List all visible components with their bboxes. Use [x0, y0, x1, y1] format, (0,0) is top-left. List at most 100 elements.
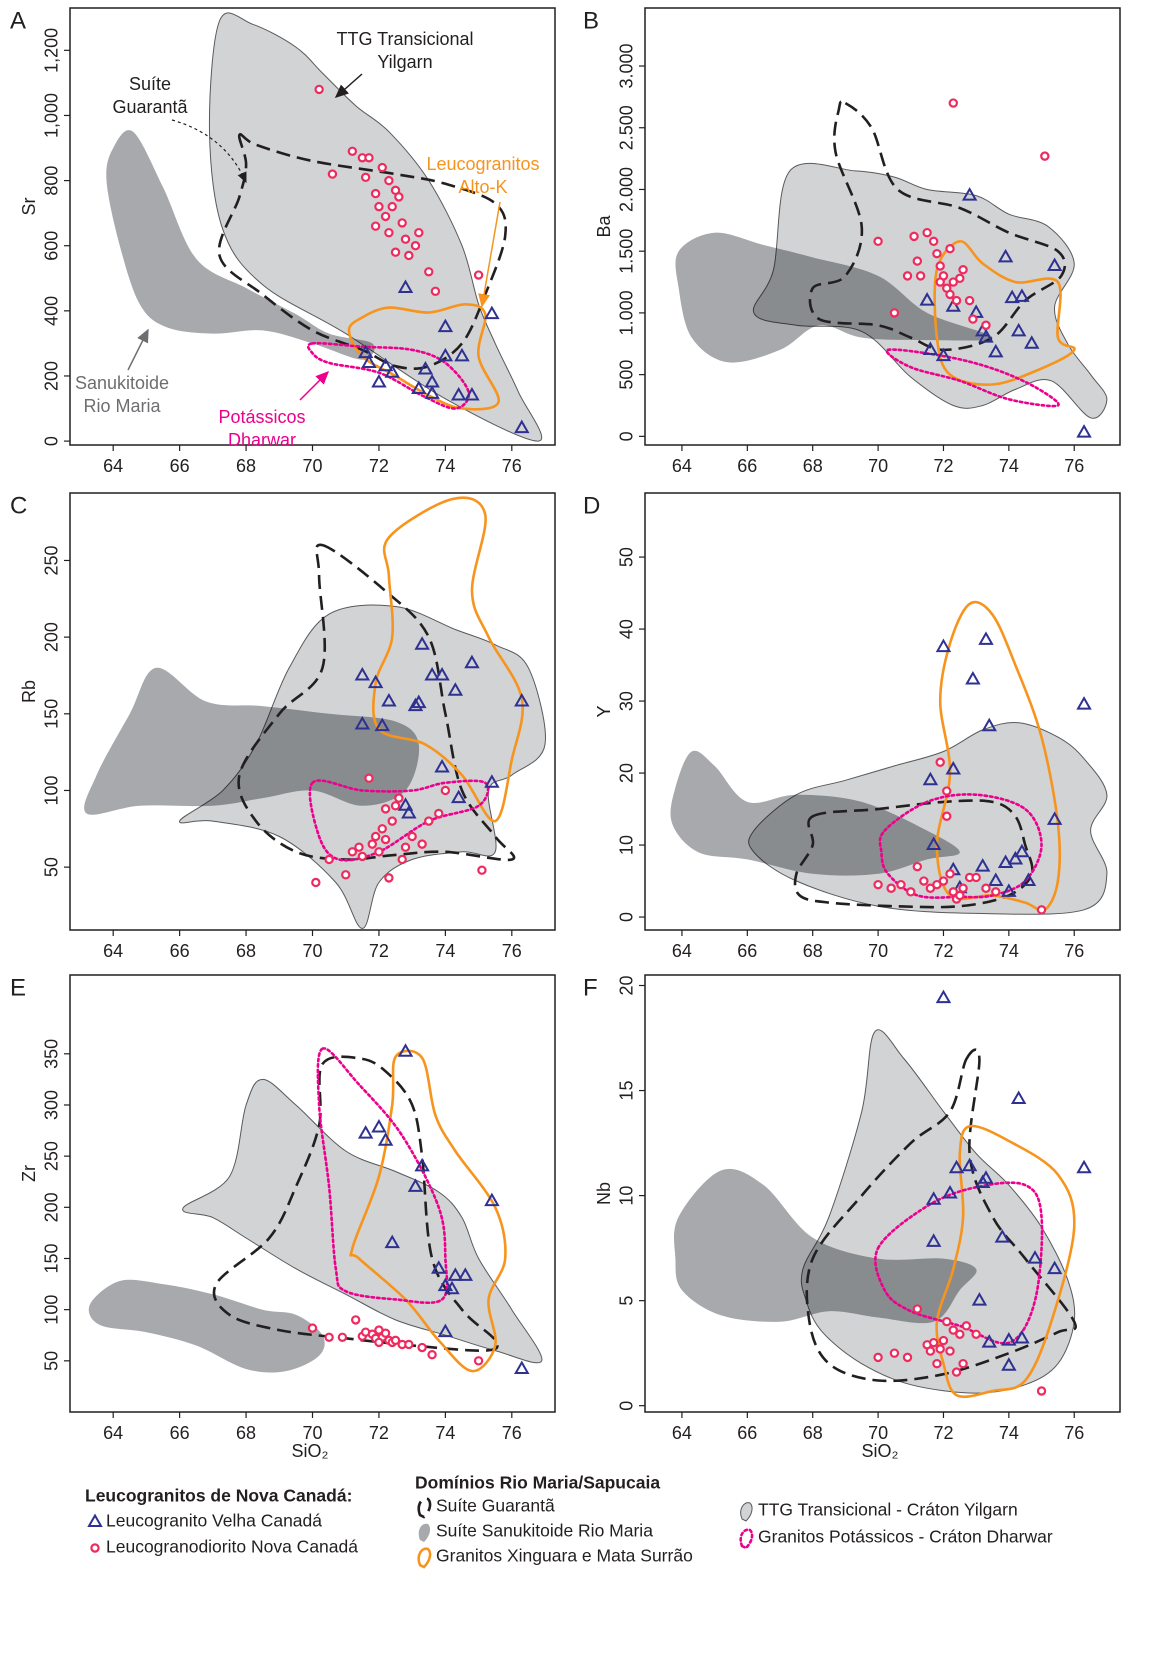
triangle-marker [354, 666, 371, 681]
y-axis-title: Ba [594, 215, 614, 238]
circle-marker [311, 877, 321, 888]
triangle-marker [514, 1360, 530, 1375]
triangle-marker [450, 386, 467, 401]
circle-marker [360, 172, 371, 183]
triangle-marker [514, 693, 530, 707]
circle-marker [889, 1348, 900, 1358]
circle-marker [961, 1321, 972, 1331]
triangle-marker [484, 305, 500, 320]
x-tick-label: 64 [672, 1423, 692, 1443]
triangle-marker [354, 716, 371, 730]
circle-marker [896, 879, 906, 890]
x-tick-label: 70 [868, 941, 888, 961]
arrow [299, 370, 330, 401]
x-tick-label: 72 [369, 456, 389, 476]
x-tick-label: 66 [737, 941, 757, 961]
circle-marker [873, 1352, 883, 1363]
legend-label: Leucogranito Velha Canadá [106, 1511, 322, 1531]
circle-marker [424, 267, 434, 277]
panel: 64 66 68 70 72 74 76 0 500 1.000 1.500 2.000 2.500 3.… [583, 7, 1121, 476]
x-tick-label: 74 [435, 1423, 455, 1443]
triangle-marker [447, 682, 464, 696]
x-tick-label: 76 [1064, 1423, 1084, 1443]
circle-marker [427, 1349, 437, 1360]
y-tick-label: 1.000 [617, 290, 637, 335]
circle-marker [971, 872, 981, 883]
triangle-marker [371, 373, 387, 388]
triangle-marker [971, 1292, 988, 1306]
plot-frame [644, 492, 1121, 931]
circle-marker [915, 271, 926, 281]
x-tick-label: 76 [502, 1423, 522, 1443]
circle-marker [942, 811, 952, 821]
triangle-marker [1010, 322, 1027, 337]
circle-marker [955, 1329, 965, 1339]
triangle-marker [925, 836, 942, 851]
triangle-marker [948, 1159, 965, 1174]
circle-marker [971, 1329, 981, 1339]
panel-label: B [583, 7, 599, 34]
plot-frame [644, 7, 1121, 446]
triangle-marker [401, 804, 417, 819]
circle-marker [380, 834, 391, 845]
panel: 64 66 68 70 72 74 76 0 200 400 600 800 1,000 1,200 A Sr… [10, 7, 556, 476]
x-tick-label: 66 [170, 941, 190, 961]
x-tick-label: 70 [302, 1423, 322, 1443]
triangle-marker [361, 354, 377, 368]
triangle-marker [945, 760, 961, 775]
triangle-marker [434, 666, 450, 681]
triangle-marker [357, 344, 374, 359]
triangle-marker [514, 419, 530, 434]
x-tick-label: 64 [672, 941, 692, 961]
circle-marker [958, 1358, 968, 1369]
triangle-marker [945, 298, 961, 312]
y-tick-label: 50 [42, 857, 62, 877]
panel: 64 66 68 70 72 74 76 0 10 20 30 40 50 D Y [583, 492, 1121, 961]
triangle-marker [464, 386, 480, 401]
y-tick-label: 200 [42, 1192, 62, 1222]
y-tick-label: 350 [42, 1039, 62, 1069]
triangle-marker [1076, 424, 1092, 438]
circle-marker [90, 1543, 100, 1553]
y-tick-label: 2.000 [617, 167, 637, 212]
y-tick-label: 1.500 [617, 229, 637, 274]
triangle-marker [424, 666, 440, 681]
triangle-marker [437, 347, 454, 362]
legend-icon [740, 1502, 753, 1522]
triangle-marker [371, 1118, 387, 1133]
circle-marker [374, 201, 384, 212]
circle-marker [945, 1346, 955, 1356]
circle-marker [377, 162, 387, 173]
triangle-marker [367, 674, 384, 689]
circle-marker [347, 847, 358, 857]
y-tick-label: 2.500 [617, 105, 637, 150]
triangle-marker [974, 858, 991, 872]
y-tick-label: 600 [42, 231, 62, 261]
circle-marker [341, 870, 351, 880]
circle-marker [948, 98, 958, 108]
triangle-marker [988, 343, 1004, 358]
triangle-marker [1001, 883, 1017, 897]
legend-label: Leucogranodiorito Nova Canadá [106, 1537, 358, 1557]
circle-marker [327, 169, 338, 179]
circle-marker [424, 816, 434, 826]
annotation: TTG Transicional [336, 29, 473, 49]
circle-marker [387, 201, 397, 212]
x-tick-label: 72 [933, 456, 953, 476]
triangle-marker [447, 1267, 464, 1281]
x-tick-label: 74 [435, 456, 455, 476]
triangle-marker [434, 758, 450, 773]
x-axis-title: SiO₂ [862, 1441, 899, 1461]
legend-label: Granitos Potássicos - Cráton Dharwar [758, 1527, 1053, 1547]
field-outline [212, 1055, 499, 1353]
triangle-marker [1027, 1250, 1043, 1264]
triangle-marker [1001, 1357, 1017, 1371]
y-tick-label: 3.000 [617, 43, 637, 88]
triangle-marker [437, 318, 454, 333]
field-outline [885, 348, 1060, 408]
circle-marker [380, 211, 391, 222]
annotation: Alto-K [458, 177, 507, 197]
y-tick-label: 100 [42, 1295, 62, 1325]
circle-marker [1036, 905, 1047, 915]
